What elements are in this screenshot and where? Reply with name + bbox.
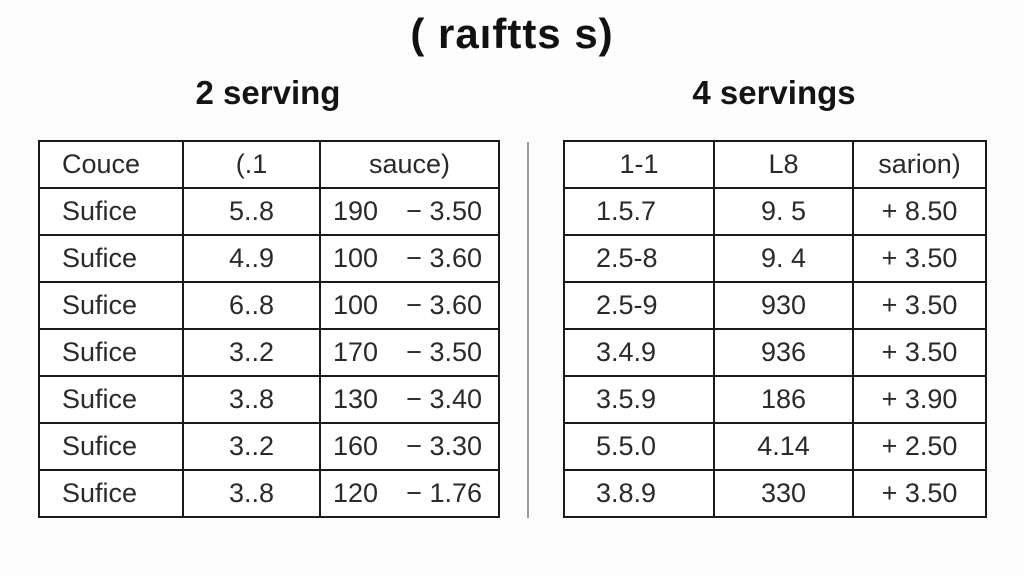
right-table: 1-1 L8 sarion) 1.5.7 9. 5 + 8.50 2.5-8 9… xyxy=(563,140,987,518)
table-cell: + 3.50 xyxy=(852,328,987,377)
table-cell: Sufice xyxy=(38,422,184,471)
table-cell: 1.5.7 xyxy=(563,187,715,236)
cell-value: 100 xyxy=(333,290,379,320)
table-row: Sufice 5..8 190 − 3.50 xyxy=(38,187,500,236)
table-cell: + 3.50 xyxy=(852,469,987,518)
column-header: L8 xyxy=(713,140,854,189)
table-cell: 3.4.9 xyxy=(563,328,715,377)
table-row: Sufice 3..8 130 − 3.40 xyxy=(38,375,500,424)
table-cell: 9. 4 xyxy=(713,234,854,283)
table-cell: Sufice xyxy=(38,375,184,424)
table-row: 1.5.7 9. 5 + 8.50 xyxy=(563,187,987,236)
table-cell: Sufice xyxy=(38,328,184,377)
cell-value: 130 xyxy=(333,384,379,414)
table-cell: Sufice xyxy=(38,234,184,283)
table-cell: 930 xyxy=(713,281,854,330)
cell-delta: − 3.30 xyxy=(406,431,482,461)
section-divider-line xyxy=(527,142,529,518)
table-row: 3.4.9 936 + 3.50 xyxy=(563,328,987,377)
table-cell: 9. 5 xyxy=(713,187,854,236)
table-cell: 3..8 xyxy=(182,375,321,424)
table-cell: 3..2 xyxy=(182,422,321,471)
left-table-header-row: Couce (.1 sauce) xyxy=(38,140,500,189)
cell-delta: − 3.60 xyxy=(406,290,482,320)
column-header: 1-1 xyxy=(563,140,715,189)
cell-delta: − 3.50 xyxy=(406,196,482,226)
table-cell: 936 xyxy=(713,328,854,377)
right-section-heading: 4 servings xyxy=(692,74,856,111)
table-cell: 5.5.0 xyxy=(563,422,715,471)
table-cell: 6..8 xyxy=(182,281,321,330)
cell-value: 190 xyxy=(333,196,379,226)
cell-value: 170 xyxy=(333,337,379,367)
table-cell: 3.5.9 xyxy=(563,375,715,424)
column-header: sarion) xyxy=(852,140,987,189)
left-table: Couce (.1 sauce) Sufice 5..8 190 − 3.50 S… xyxy=(38,140,500,518)
table-cell: + 3.50 xyxy=(852,234,987,283)
table-cell: 4..9 xyxy=(182,234,321,283)
table-cell: + 2.50 xyxy=(852,422,987,471)
cell-value: 100 xyxy=(333,243,379,273)
table-cell: 3.8.9 xyxy=(563,469,715,518)
table-row: Sufice 4..9 100 − 3.60 xyxy=(38,234,500,283)
table-cell: 330 xyxy=(713,469,854,518)
table-cell: 160 − 3.30 xyxy=(319,422,500,471)
cell-delta: − 1.76 xyxy=(406,478,482,508)
left-section-heading: 2 serving xyxy=(195,74,341,111)
cell-value: 120 xyxy=(333,478,379,508)
table-row: 2.5-9 930 + 3.50 xyxy=(563,281,987,330)
table-cell: 4.14 xyxy=(713,422,854,471)
table-cell: Sufice xyxy=(38,281,184,330)
column-header: sauce) xyxy=(319,140,500,189)
table-row: 2.5-8 9. 4 + 3.50 xyxy=(563,234,987,283)
table-cell: 5..8 xyxy=(182,187,321,236)
table-cell: 120 − 1.76 xyxy=(319,469,500,518)
table-cell: + 3.90 xyxy=(852,375,987,424)
table-cell: 186 xyxy=(713,375,854,424)
table-cell: 130 − 3.40 xyxy=(319,375,500,424)
table-row: 3.8.9 330 + 3.50 xyxy=(563,469,987,518)
page-title: ( raıftts s) xyxy=(410,10,614,57)
table-cell: 2.5-8 xyxy=(563,234,715,283)
table-cell: 3..2 xyxy=(182,328,321,377)
table-row: Sufice 6..8 100 − 3.60 xyxy=(38,281,500,330)
table-row: Sufice 3..2 160 − 3.30 xyxy=(38,422,500,471)
table-cell: 190 − 3.50 xyxy=(319,187,500,236)
column-header: Couce xyxy=(38,140,184,189)
table-cell: 100 − 3.60 xyxy=(319,234,500,283)
cell-value: 160 xyxy=(333,431,379,461)
column-header: (.1 xyxy=(182,140,321,189)
table-cell: Sufice xyxy=(38,469,184,518)
table-cell: Sufice xyxy=(38,187,184,236)
table-cell: + 8.50 xyxy=(852,187,987,236)
table-cell: 170 − 3.50 xyxy=(319,328,500,377)
cell-delta: − 3.50 xyxy=(406,337,482,367)
table-row: 5.5.0 4.14 + 2.50 xyxy=(563,422,987,471)
cell-delta: − 3.60 xyxy=(406,243,482,273)
table-row: Sufice 3..8 120 − 1.76 xyxy=(38,469,500,518)
table-cell: 3..8 xyxy=(182,469,321,518)
table-cell: 2.5-9 xyxy=(563,281,715,330)
table-row: 3.5.9 186 + 3.90 xyxy=(563,375,987,424)
table-cell: 100 − 3.60 xyxy=(319,281,500,330)
cell-delta: − 3.40 xyxy=(406,384,482,414)
table-cell: + 3.50 xyxy=(852,281,987,330)
right-table-header-row: 1-1 L8 sarion) xyxy=(563,140,987,189)
table-row: Sufice 3..2 170 − 3.50 xyxy=(38,328,500,377)
